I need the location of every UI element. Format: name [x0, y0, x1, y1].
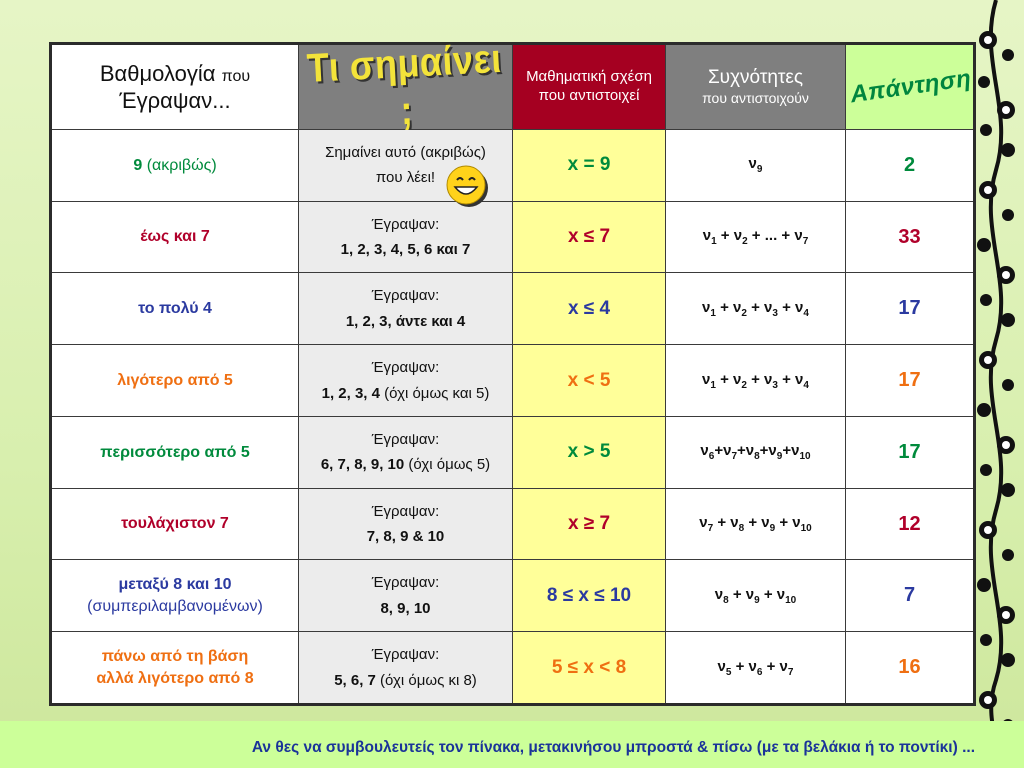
score-cell: λιγότερο από 5: [50, 344, 299, 417]
answer-cell: 12: [845, 487, 975, 561]
header-score-main: Βαθμολογία: [99, 60, 216, 86]
table-row: λιγότερο από 5 Έγραψαν: 1, 2, 3, 4 (όχι …: [50, 344, 975, 417]
freq-cell: ν1 + ν2 + ... + ν7: [665, 200, 846, 274]
footer-hint: Αν θες να συμβουλευτείς τον πίνακα, μετα…: [251, 739, 975, 756]
score-extra: (συμπεριλαμβανομένων): [87, 597, 263, 615]
freq-cell: ν1 + ν2 + ν3 + ν4: [665, 344, 846, 417]
freq-cell: ν1 + ν2 + ν3 + ν4: [665, 272, 846, 346]
header-freq-main: Συχνότητες: [707, 67, 804, 89]
score-value: έως και 7: [140, 228, 210, 246]
score-extra: (ακριβώς): [146, 156, 217, 174]
math-cell: 8 ≤ x ≤ 10: [512, 559, 666, 633]
meaning-line2: 1, 2, 3, 4, 5, 6 και 7: [340, 241, 471, 259]
header-meaning-title: Τι σημαίνει ;: [305, 34, 503, 134]
meaning-line1: Έγραψαν:: [371, 574, 440, 592]
meaning-line1: Έγραψαν:: [371, 646, 440, 664]
header-answer-title: Απάντηση: [848, 64, 973, 109]
answer-cell: 16: [845, 631, 975, 705]
meaning-line2: 7, 8, 9 & 10: [366, 528, 445, 546]
header-math-label: Μαθηματική σχέση που αντιστοιχεί: [526, 68, 652, 104]
math-cell: x ≤ 7: [512, 200, 666, 274]
meaning-line1: Σημαίνει αυτό (ακριβώς): [325, 143, 486, 161]
smiley-icon: [446, 165, 488, 207]
answer-cell: 33: [845, 200, 975, 274]
footer-bar: [0, 721, 1024, 768]
freq-cell: ν5 + ν6 + ν7: [665, 631, 846, 705]
frequency-table: Βαθμολογία που Έγραψαν... Τι σημαίνει ; …: [49, 35, 976, 706]
meaning-line1: Έγραψαν:: [371, 502, 440, 520]
header-score: Βαθμολογία που Έγραψαν...: [50, 43, 299, 130]
score-value: περισσότερο από 5: [100, 443, 250, 461]
meaning-line2: 6, 7, 8, 9, 10: [320, 456, 405, 474]
table-row: 9 (ακριβώς) Σημαίνει αυτό (ακριβώς) που …: [50, 129, 975, 202]
freq-cell: ν9: [665, 129, 846, 202]
meaning-cell: Έγραψαν: 6, 7, 8, 9, 10 (όχι όμως 5): [298, 415, 513, 489]
header-score-line2: Έγραψαν...: [119, 88, 231, 113]
score-extra: αλλά λιγότερο από 8: [96, 669, 254, 687]
meaning-cell: Έγραψαν: 7, 8, 9 & 10: [298, 487, 513, 561]
table-row: έως και 7 Έγραψαν: 1, 2, 3, 4, 5, 6 και …: [50, 200, 975, 274]
score-value: το πολύ 4: [138, 300, 212, 318]
table-row: περισσότερο από 5 Έγραψαν: 6, 7, 8, 9, 1…: [50, 415, 975, 489]
meaning-line2: που λέει!: [375, 169, 436, 187]
header-frequencies: Συχνότητες που αντιστοιχούν: [665, 43, 846, 130]
answer-cell: 17: [845, 415, 975, 489]
math-cell: 5 ≤ x < 8: [512, 631, 666, 705]
meaning-cell: Έγραψαν: 1, 2, 3, 4, 5, 6 και 7: [298, 200, 513, 274]
meaning-line1: Έγραψαν:: [371, 287, 440, 305]
score-cell: μεταξύ 8 και 10 (συμπεριλαμβανομένων): [50, 559, 299, 633]
score-cell: περισσότερο από 5: [50, 415, 299, 489]
math-cell: x > 5: [512, 415, 666, 489]
table-row: μεταξύ 8 και 10 (συμπεριλαμβανομένων) Έγ…: [50, 559, 975, 633]
header-score-small: που: [221, 67, 251, 85]
table-row: τουλάχιστον 7 Έγραψαν: 7, 8, 9 & 10 x ≥ …: [50, 487, 975, 561]
meaning-note: (όχι όμως και 5): [379, 384, 490, 402]
answer-cell: 17: [845, 344, 975, 417]
freq-cell: ν6+ν7+ν8+ν9+ν10: [665, 415, 846, 489]
meaning-line2: 5, 6, 7: [334, 671, 376, 689]
meaning-note: (όχι όμως 5): [404, 456, 491, 474]
meaning-cell: Έγραψαν: 5, 6, 7 (όχι όμως κι 8): [298, 631, 513, 705]
vine-decoration-icon: [977, 0, 1015, 768]
answer-cell: 2: [845, 129, 975, 202]
score-cell: πάνω από τη βάση αλλά λιγότερο από 8: [50, 631, 299, 705]
math-cell: x ≥ 7: [512, 487, 666, 561]
meaning-note: (όχι όμως κι 8): [375, 671, 477, 689]
score-value: λιγότερο από 5: [117, 371, 233, 389]
score-cell: 9 (ακριβώς): [50, 129, 299, 202]
score-value: τουλάχιστον 7: [121, 515, 229, 533]
table-row: πάνω από τη βάση αλλά λιγότερο από 8 Έγρ…: [50, 631, 975, 705]
table-header-row: Βαθμολογία που Έγραψαν... Τι σημαίνει ; …: [50, 35, 975, 133]
meaning-cell: Έγραψαν: 8, 9, 10: [298, 559, 513, 633]
meaning-line1: Έγραψαν:: [371, 359, 440, 377]
answer-cell: 7: [845, 559, 975, 633]
score-value: πάνω από τη βάση: [101, 647, 249, 665]
meaning-line1: Έγραψαν:: [371, 430, 440, 448]
score-cell: το πολύ 4: [50, 272, 299, 346]
math-cell: x ≤ 4: [512, 272, 666, 346]
answer-cell: 17: [845, 272, 975, 346]
meaning-line2: 8, 9, 10: [380, 599, 431, 617]
freq-cell: ν7 + ν8 + ν9 + ν10: [665, 487, 846, 561]
score-cell: τουλάχιστον 7: [50, 487, 299, 561]
header-math: Μαθηματική σχέση που αντιστοιχεί: [512, 43, 666, 130]
header-answer: Απάντηση: [845, 43, 975, 130]
header-freq-small: που αντιστοιχούν: [702, 90, 809, 106]
score-value: 9: [133, 156, 143, 174]
meaning-line1: Έγραψαν:: [371, 215, 440, 233]
meaning-cell: Έγραψαν: 1, 2, 3, άντε και 4: [298, 272, 513, 346]
freq-cell: ν8 + ν9 + ν10: [665, 559, 846, 633]
math-cell: x < 5: [512, 344, 666, 417]
table-row: το πολύ 4 Έγραψαν: 1, 2, 3, άντε και 4 x…: [50, 272, 975, 346]
meaning-cell: Έγραψαν: 1, 2, 3, 4 (όχι όμως και 5): [298, 344, 513, 417]
meaning-line2: 1, 2, 3, 4: [321, 384, 380, 402]
score-cell: έως και 7: [50, 200, 299, 274]
score-value: μεταξύ 8 και 10: [118, 576, 232, 594]
header-meaning: Τι σημαίνει ;: [298, 35, 513, 133]
meaning-line2: 1, 2, 3, άντε και 4: [345, 312, 466, 330]
math-cell: x = 9: [512, 129, 666, 202]
